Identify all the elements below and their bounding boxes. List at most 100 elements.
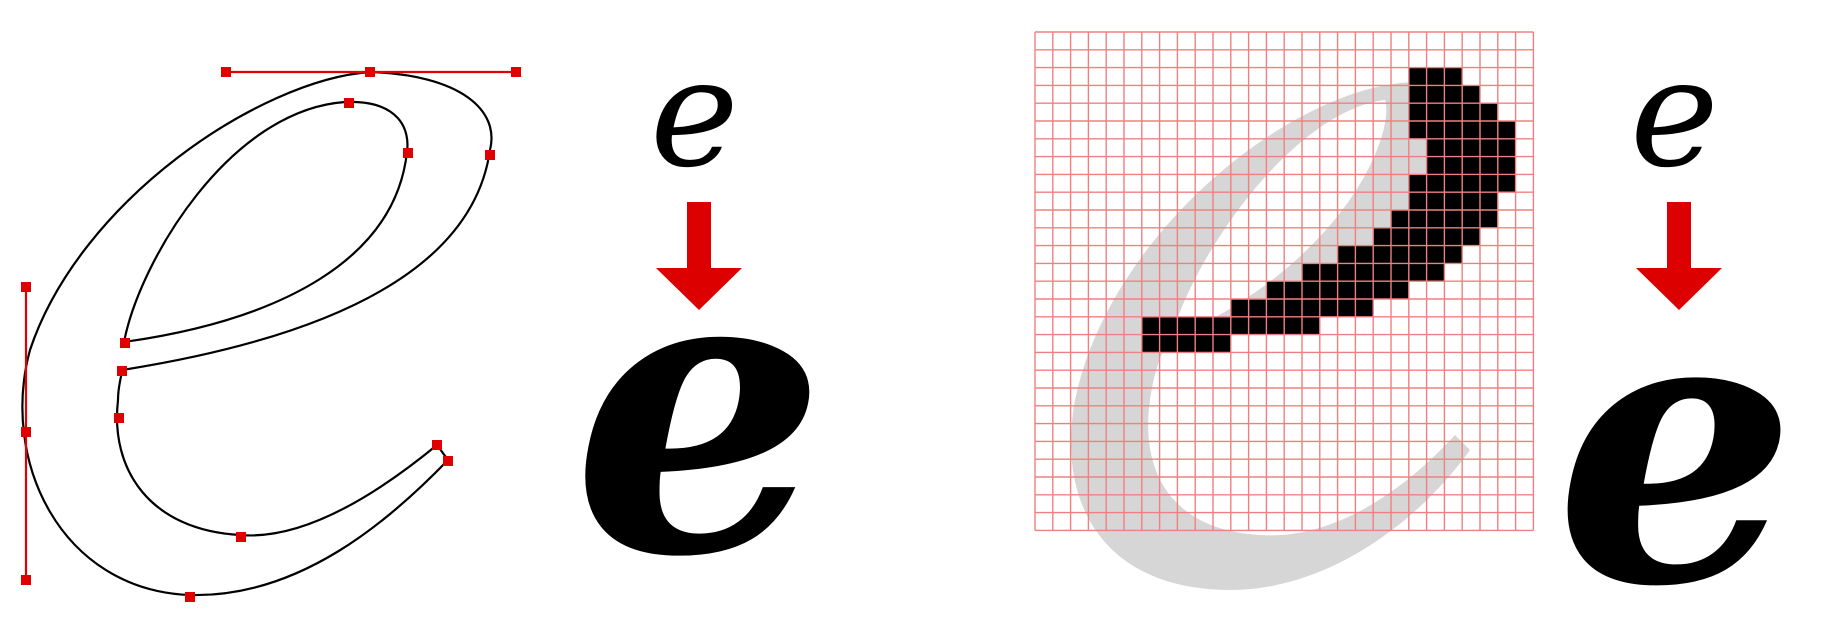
pixel-cell: [1159, 316, 1178, 335]
pixel-cell: [1391, 245, 1409, 264]
control-points: [21, 67, 521, 602]
pixel-cell: [1408, 210, 1427, 228]
control-point: [21, 282, 31, 292]
control-point: [221, 67, 231, 77]
pixel-cell: [1230, 316, 1249, 335]
pixel-cell: [1177, 334, 1196, 353]
pixel-cell: [1480, 121, 1498, 139]
pixel-cell: [1426, 103, 1445, 121]
pixel-cell: [1444, 85, 1463, 104]
pixel-cell: [1426, 227, 1445, 246]
pixel-cell: [1497, 174, 1516, 193]
pixel-cell: [1462, 156, 1480, 175]
pixel-cell: [1444, 192, 1463, 210]
pixel-cell: [1195, 316, 1213, 335]
control-point: [403, 148, 413, 158]
pixel-cell: [1408, 67, 1427, 86]
pixel-cell: [1337, 263, 1356, 282]
pixel-cell: [1462, 138, 1480, 157]
pixel-cell: [1462, 103, 1480, 121]
pixel-cell: [1462, 227, 1480, 246]
pixel-cell: [1302, 281, 1320, 299]
pixel-cell: [1408, 192, 1427, 210]
pixel-cell: [1248, 316, 1267, 335]
pixel-cell: [1408, 85, 1427, 104]
pixel-cell: [1391, 227, 1409, 246]
pixel-cell: [1408, 121, 1427, 139]
glyph-outer-contour: [21, 70, 493, 597]
pixel-cell: [1444, 138, 1463, 157]
pixel-cell: [1337, 245, 1356, 264]
pixel-cell: [1177, 316, 1196, 335]
pixel-cell: [1444, 103, 1463, 121]
pixel-cell: [1141, 334, 1160, 353]
pixel-cell: [1480, 138, 1498, 157]
control-point: [443, 456, 453, 466]
pixel-cell: [1284, 281, 1302, 299]
pixel-cell: [1408, 174, 1427, 193]
pixel-cell: [1391, 210, 1409, 228]
pixel-cell: [1284, 299, 1302, 317]
pixel-cell: [1426, 245, 1445, 264]
pixel-cell: [1302, 263, 1320, 282]
control-point: [120, 338, 130, 348]
pixel-cell: [1408, 245, 1427, 264]
small-sample-letter: e: [1630, 27, 1719, 201]
pixel-cell: [1444, 227, 1463, 246]
pixel-cell: [1444, 174, 1463, 193]
raster-grid-panel: e e: [1000, 0, 1826, 640]
pixel-cell: [1444, 156, 1463, 175]
vector-outline-panel: e e: [0, 0, 860, 640]
pixel-cell: [1426, 210, 1445, 228]
ghost-glyph: [1070, 81, 1470, 590]
pixel-cell: [1248, 299, 1267, 317]
pixel-cell: [1373, 245, 1391, 264]
outline-diagram: e e: [21, 27, 827, 640]
rendered-letter: e: [1555, 223, 1797, 640]
small-sample-letter: e: [650, 27, 739, 201]
pixel-cell: [1355, 263, 1374, 282]
pixel-cell: [1408, 227, 1427, 246]
control-point: [185, 592, 195, 602]
pixel-cell: [1213, 316, 1231, 335]
pixel-cell: [1319, 281, 1338, 299]
control-point: [485, 150, 495, 160]
pixel-grid: [1034, 31, 1535, 532]
pixel-cell: [1373, 263, 1391, 282]
control-point: [365, 67, 375, 77]
rendered-letter: e: [572, 175, 827, 640]
pixel-cell: [1141, 316, 1160, 335]
pixel-cell: [1462, 192, 1480, 210]
pixel-cell: [1480, 192, 1498, 210]
pixel-cell: [1426, 67, 1445, 86]
pixel-cell: [1426, 121, 1445, 139]
pixel-cell: [1462, 85, 1480, 104]
pixel-cell: [1426, 85, 1445, 104]
pixel-cell: [1373, 227, 1391, 246]
pixel-cell: [1355, 299, 1374, 317]
down-arrow-icon: [1636, 202, 1722, 310]
pixel-cell: [1391, 281, 1409, 299]
pixel-cell: [1266, 316, 1285, 335]
pixel-cell: [1213, 334, 1231, 353]
pixel-cell: [1302, 316, 1320, 335]
pixel-cell: [1444, 121, 1463, 139]
pixel-cell: [1266, 299, 1285, 317]
pixel-cell: [1337, 299, 1356, 317]
pixel-cell: [1355, 281, 1374, 299]
pixel-cell: [1159, 334, 1178, 353]
pixel-cell: [1462, 174, 1480, 193]
bezier-handles: [24, 70, 516, 580]
pixel-cell: [1230, 299, 1249, 317]
pixel-cell: [1444, 210, 1463, 228]
control-point: [432, 440, 442, 450]
pixel-cell: [1426, 138, 1445, 157]
pixel-cell: [1462, 121, 1480, 139]
glyph-inner-counter: [122, 100, 409, 344]
pixel-cell: [1480, 210, 1498, 228]
pixel-cell: [1480, 174, 1498, 193]
pixel-cell: [1497, 156, 1516, 175]
raster-diagram: e e: [1034, 27, 1797, 640]
control-point: [117, 366, 127, 376]
pixel-cell: [1497, 138, 1516, 157]
